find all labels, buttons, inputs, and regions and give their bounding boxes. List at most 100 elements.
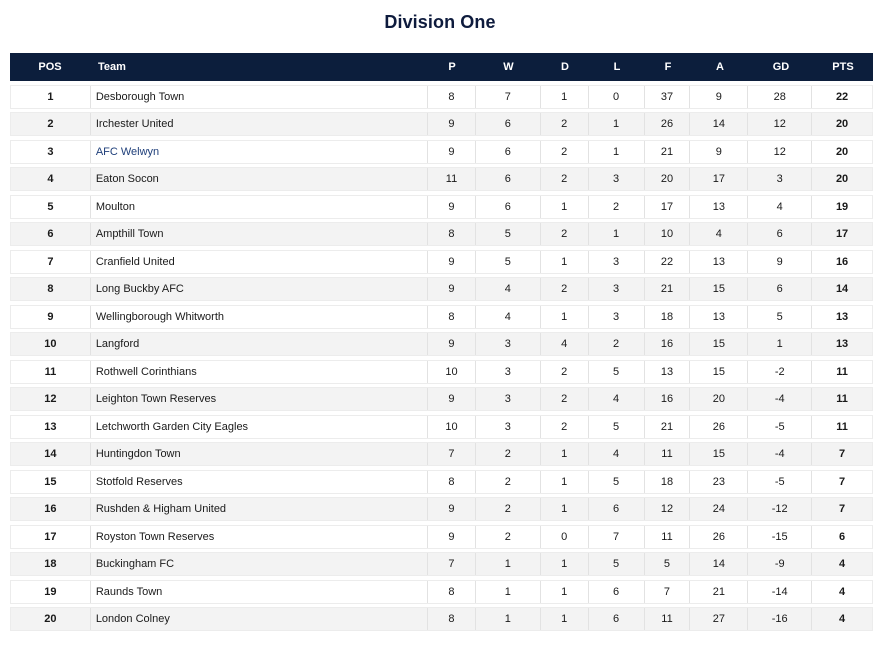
- cell-lost: 3: [589, 278, 645, 300]
- cell-team[interactable]: AFC Welwyn: [91, 140, 429, 163]
- cell-against: 14: [690, 113, 749, 135]
- cell-won: 1: [476, 553, 541, 575]
- cell-for: 18: [645, 470, 691, 493]
- col-header-pos: POS: [38, 61, 62, 73]
- cell-won: 4: [476, 278, 541, 300]
- cell-team: Eaton Socon: [91, 168, 429, 190]
- table-body: 1 Desborough Town 8 7 1 0 37 9 28 22 2 Irchester Un…: [10, 84, 873, 631]
- cell-played: 8: [428, 608, 476, 630]
- cell-points: 11: [836, 393, 848, 405]
- cell-for: 16: [645, 388, 691, 410]
- cell-points: 14: [835, 283, 849, 295]
- cell-won: 7: [476, 85, 541, 108]
- table-row: 20 London Colney 8 1 1 6 11 27 -16 4: [10, 607, 873, 631]
- cell-pos: 16: [11, 498, 91, 520]
- col-header-team: Team: [98, 61, 126, 73]
- cell-played: 8: [428, 470, 476, 493]
- cell-points: 7: [839, 448, 846, 460]
- table-row: 5 Moulton 9 6 1 2 17 13 4 19: [10, 194, 873, 219]
- cell-against: 23: [690, 470, 749, 493]
- cell-for: 5: [645, 553, 691, 575]
- cell-pos: 19: [11, 580, 91, 603]
- table-row: 18 Buckingham FC 7 1 1 5 5 14 -9 4: [10, 552, 873, 576]
- table-row: 6 Ampthill Town 8 5 2 1 10 4 6 17: [10, 222, 873, 246]
- cell-drawn: 1: [541, 498, 589, 520]
- cell-won: 6: [476, 195, 541, 218]
- cell-goal-difference: 6: [748, 223, 813, 245]
- table-row: 4 Eaton Socon 11 6 2 3 20 17 3 20: [10, 167, 873, 191]
- cell-team: Buckingham FC: [91, 553, 429, 575]
- cell-won: 2: [476, 525, 541, 548]
- cell-played: 8: [428, 85, 476, 108]
- cell-goal-difference: 5: [748, 305, 813, 328]
- cell-team: London Colney: [91, 608, 429, 630]
- cell-drawn: 2: [541, 223, 589, 245]
- col-header-lost: L: [613, 61, 621, 73]
- cell-drawn: 1: [541, 608, 589, 630]
- cell-pos: 10: [11, 333, 91, 355]
- cell-team: Langford: [91, 333, 429, 355]
- cell-played: 9: [428, 250, 476, 273]
- cell-team: Irchester United: [91, 113, 429, 135]
- cell-pos: 13: [11, 415, 91, 438]
- cell-won: 3: [476, 333, 541, 355]
- cell-against: 21: [690, 580, 749, 603]
- cell-drawn: 1: [541, 580, 589, 603]
- cell-lost: 3: [589, 168, 645, 190]
- cell-played: 9: [428, 525, 476, 548]
- cell-points: 4: [839, 613, 846, 625]
- table-row: 8 Long Buckby AFC 9 4 2 3 21 15 6 14: [10, 277, 873, 301]
- cell-against: 13: [690, 250, 749, 273]
- cell-against: 17: [690, 168, 749, 190]
- cell-goal-difference: -9: [748, 553, 813, 575]
- cell-goal-difference: -15: [748, 525, 813, 548]
- cell-points: 17: [835, 228, 849, 240]
- cell-drawn: 1: [541, 443, 589, 465]
- cell-team: Long Buckby AFC: [91, 278, 429, 300]
- cell-drawn: 2: [541, 278, 589, 300]
- cell-won: 3: [476, 360, 541, 383]
- cell-lost: 2: [589, 195, 645, 218]
- cell-goal-difference: 6: [748, 278, 813, 300]
- cell-team: Desborough Town: [91, 85, 429, 108]
- cell-lost: 1: [589, 113, 645, 135]
- cell-won: 6: [476, 168, 541, 190]
- cell-played: 8: [428, 223, 476, 245]
- cell-won: 5: [476, 223, 541, 245]
- cell-for: 20: [645, 168, 691, 190]
- cell-for: 21: [645, 415, 691, 438]
- cell-played: 7: [428, 443, 476, 465]
- cell-against: 27: [690, 608, 749, 630]
- cell-team: Ampthill Town: [91, 223, 429, 245]
- cell-lost: 1: [589, 140, 645, 163]
- cell-lost: 6: [589, 580, 645, 603]
- cell-against: 9: [690, 85, 749, 108]
- cell-played: 11: [428, 168, 476, 190]
- cell-for: 10: [645, 223, 691, 245]
- cell-lost: 4: [589, 388, 645, 410]
- cell-lost: 0: [589, 85, 645, 108]
- cell-won: 3: [476, 415, 541, 438]
- col-header-played: P: [448, 61, 456, 73]
- cell-pos: 17: [11, 525, 91, 548]
- cell-team: Letchworth Garden City Eagles: [91, 415, 429, 438]
- cell-pos: 5: [11, 195, 91, 218]
- cell-played: 8: [428, 305, 476, 328]
- cell-lost: 5: [589, 553, 645, 575]
- cell-pos: 18: [11, 553, 91, 575]
- cell-points: 11: [836, 365, 848, 378]
- col-header-drawn: D: [561, 61, 569, 73]
- cell-goal-difference: -5: [748, 470, 813, 493]
- cell-goal-difference: -4: [748, 388, 813, 410]
- cell-drawn: 2: [541, 388, 589, 410]
- cell-goal-difference: -14: [748, 580, 813, 603]
- table-row: 16 Rushden & Higham United 9 2 1 6 12 24 -12 7: [10, 497, 873, 521]
- cell-won: 1: [476, 608, 541, 630]
- cell-for: 21: [645, 140, 691, 163]
- team-link[interactable]: AFC Welwyn: [95, 145, 160, 158]
- cell-lost: 4: [589, 443, 645, 465]
- cell-drawn: 2: [541, 168, 589, 190]
- cell-goal-difference: 4: [748, 195, 813, 218]
- cell-lost: 5: [589, 360, 645, 383]
- table-row: 13 Letchworth Garden City Eagles 10 3 2 5 21 26…: [10, 414, 873, 439]
